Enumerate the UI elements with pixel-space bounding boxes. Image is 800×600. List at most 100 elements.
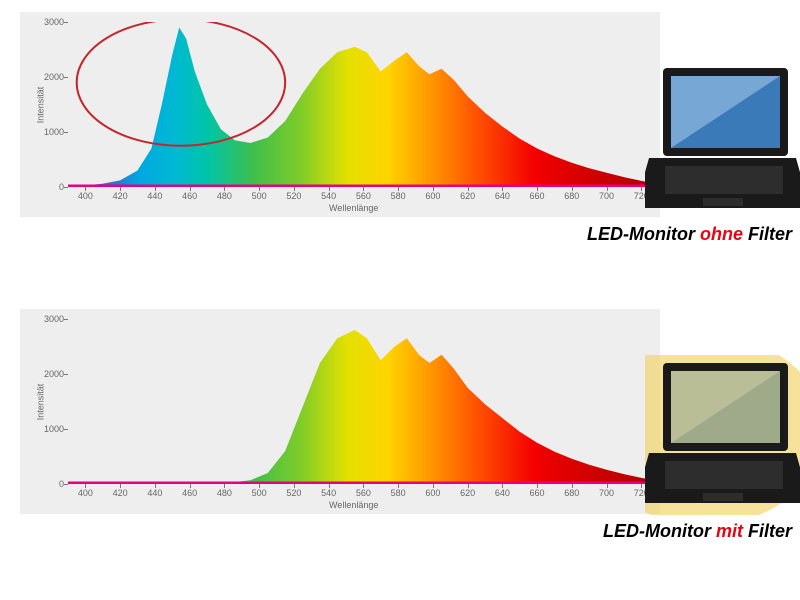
xtick-mark xyxy=(607,484,608,488)
xtick: 660 xyxy=(527,191,547,201)
xtick-mark xyxy=(363,484,364,488)
xtick: 420 xyxy=(110,191,130,201)
caption-suffix: Filter xyxy=(743,521,792,541)
xtick: 680 xyxy=(562,488,582,498)
laptop-top xyxy=(645,60,800,220)
xtick: 440 xyxy=(145,488,165,498)
ytick-mark xyxy=(64,429,68,430)
spectrum-svg-bottom xyxy=(68,319,650,484)
xtick-mark xyxy=(433,484,434,488)
ytick: 1000 xyxy=(34,127,64,137)
xtick-mark xyxy=(641,484,642,488)
caption-prefix: LED-Monitor xyxy=(587,224,700,244)
xtick: 400 xyxy=(75,191,95,201)
xtick: 500 xyxy=(249,488,269,498)
xtick-mark xyxy=(120,484,121,488)
xtick: 680 xyxy=(562,191,582,201)
ytick: 3000 xyxy=(34,314,64,324)
xtick-mark xyxy=(398,484,399,488)
ytick: 1000 xyxy=(34,424,64,434)
xtick-mark xyxy=(224,484,225,488)
xtick-mark xyxy=(190,187,191,191)
xtick-mark xyxy=(294,187,295,191)
spectrum-area-top xyxy=(68,28,650,188)
xtick: 580 xyxy=(388,191,408,201)
ytick-mark xyxy=(64,374,68,375)
xtick: 520 xyxy=(284,191,304,201)
ytick-mark xyxy=(64,22,68,23)
caption-emph: mit xyxy=(716,521,743,541)
xtick: 540 xyxy=(319,191,339,201)
caption-bottom: LED-Monitor mit Filter xyxy=(603,521,792,542)
xtick-mark xyxy=(433,187,434,191)
x-axis-label: Wellenlänge xyxy=(329,203,378,213)
xtick: 460 xyxy=(180,191,200,201)
xtick-mark xyxy=(572,187,573,191)
xtick: 560 xyxy=(353,191,373,201)
xtick: 600 xyxy=(423,191,443,201)
ytick: 0 xyxy=(34,479,64,489)
xtick: 480 xyxy=(214,191,234,201)
spectrum-svg-top xyxy=(68,22,650,187)
spectrum-area-bottom xyxy=(68,330,650,484)
xtick: 640 xyxy=(492,488,512,498)
ytick-mark xyxy=(64,132,68,133)
xtick-mark xyxy=(537,187,538,191)
xtick-mark xyxy=(259,187,260,191)
xtick-mark xyxy=(294,484,295,488)
ytick: 3000 xyxy=(34,17,64,27)
xtick: 480 xyxy=(214,488,234,498)
ytick: 2000 xyxy=(34,72,64,82)
xtick-mark xyxy=(259,484,260,488)
caption-suffix: Filter xyxy=(743,224,792,244)
xtick-mark xyxy=(572,484,573,488)
laptop-icon xyxy=(645,68,800,208)
xtick-mark xyxy=(398,187,399,191)
xtick-mark xyxy=(502,484,503,488)
ytick-mark xyxy=(64,77,68,78)
xtick-mark xyxy=(363,187,364,191)
laptop-bottom xyxy=(645,355,800,515)
xtick: 700 xyxy=(597,488,617,498)
ytick-mark xyxy=(64,187,68,188)
xtick-mark xyxy=(155,187,156,191)
xtick-mark xyxy=(224,187,225,191)
filter-overlay-screen xyxy=(671,371,780,443)
xtick: 440 xyxy=(145,191,165,201)
xtick: 660 xyxy=(527,488,547,498)
xtick-mark xyxy=(607,187,608,191)
xtick-mark xyxy=(190,484,191,488)
xtick: 700 xyxy=(597,191,617,201)
xtick: 580 xyxy=(388,488,408,498)
xtick-mark xyxy=(468,187,469,191)
xtick: 620 xyxy=(458,191,478,201)
xtick-mark xyxy=(155,484,156,488)
xtick-mark xyxy=(468,484,469,488)
y-axis-label: Intensität xyxy=(35,383,45,420)
ytick-mark xyxy=(64,319,68,320)
xtick-mark xyxy=(85,484,86,488)
xtick-mark xyxy=(329,484,330,488)
caption-prefix: LED-Monitor xyxy=(603,521,716,541)
ytick: 2000 xyxy=(34,369,64,379)
xtick: 620 xyxy=(458,488,478,498)
xtick-mark xyxy=(85,187,86,191)
xtick: 420 xyxy=(110,488,130,498)
xtick-mark xyxy=(641,187,642,191)
xtick: 640 xyxy=(492,191,512,201)
xtick: 400 xyxy=(75,488,95,498)
caption-top: LED-Monitor ohne Filter xyxy=(587,224,792,245)
ytick-mark xyxy=(64,484,68,485)
xtick: 560 xyxy=(353,488,373,498)
xtick-mark xyxy=(329,187,330,191)
xtick-mark xyxy=(537,484,538,488)
x-axis-label: Wellenlänge xyxy=(329,500,378,510)
xtick: 600 xyxy=(423,488,443,498)
y-axis-label: Intensität xyxy=(35,86,45,123)
xtick-mark xyxy=(120,187,121,191)
xtick: 500 xyxy=(249,191,269,201)
caption-emph: ohne xyxy=(700,224,743,244)
xtick-mark xyxy=(502,187,503,191)
laptop-icon xyxy=(645,363,800,503)
ytick: 0 xyxy=(34,182,64,192)
